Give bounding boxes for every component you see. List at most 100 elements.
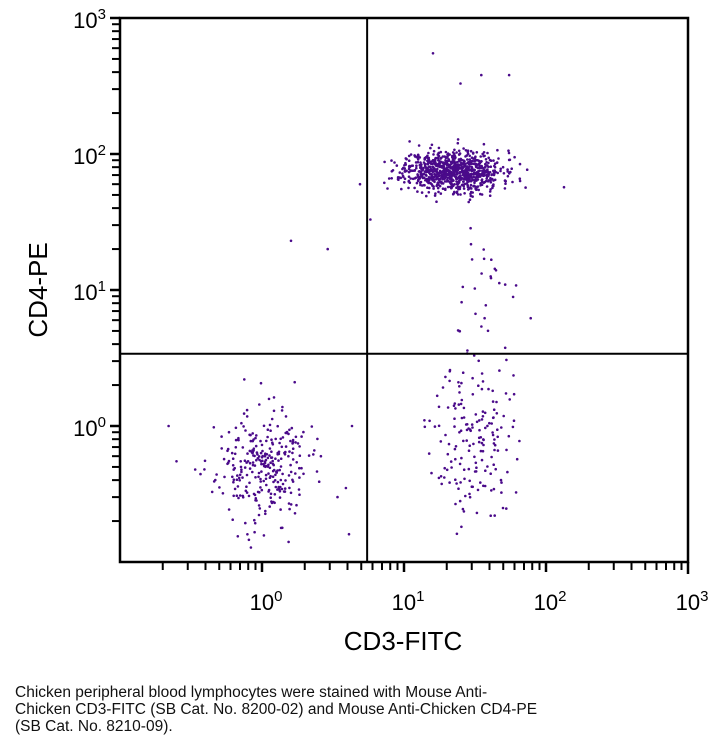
data-point: [276, 480, 280, 484]
data-point: [298, 476, 301, 479]
caption-line: Chicken peripheral blood lymphocytes wer…: [15, 684, 488, 701]
data-point: [454, 457, 457, 461]
data-point: [486, 170, 490, 173]
data-point: [466, 158, 469, 161]
data-point: [395, 164, 399, 167]
data-point: [243, 378, 246, 381]
data-point: [267, 463, 270, 467]
data-point: [409, 153, 413, 156]
data-point: [457, 149, 461, 153]
data-point: [438, 184, 442, 188]
data-point: [451, 154, 454, 158]
data-point: [281, 436, 285, 439]
data-point: [477, 436, 481, 440]
data-point: [498, 281, 501, 285]
data-point: [251, 432, 254, 435]
data-point: [477, 170, 480, 173]
data-point: [264, 452, 267, 456]
data-point: [445, 468, 449, 472]
data-point: [454, 502, 457, 506]
data-point: [462, 416, 466, 419]
data-point: [465, 439, 469, 442]
data-point: [480, 166, 483, 169]
data-point: [454, 445, 458, 448]
data-point: [483, 484, 487, 488]
data-point: [427, 191, 431, 194]
data-point: [486, 465, 489, 468]
data-point: [463, 477, 466, 481]
data-point: [462, 159, 465, 162]
data-point: [431, 165, 435, 169]
data-point: [447, 442, 451, 446]
data-point: [466, 169, 469, 172]
data-point: [462, 180, 465, 183]
data-point: [262, 534, 266, 537]
data-point: [481, 449, 485, 453]
data-point: [222, 457, 226, 461]
data-point: [249, 546, 253, 549]
data-point: [482, 248, 486, 251]
data-point: [233, 452, 237, 456]
data-point: [475, 151, 479, 154]
data-point: [469, 242, 473, 246]
data-point: [411, 164, 415, 167]
data-point: [490, 422, 494, 425]
data-point: [291, 480, 295, 483]
data-point: [294, 441, 297, 444]
data-point: [273, 479, 277, 482]
data-point: [426, 186, 429, 189]
data-point: [269, 474, 272, 478]
data-point: [407, 175, 411, 178]
data-point: [511, 295, 515, 299]
data-point: [485, 161, 488, 164]
data-point: [203, 468, 206, 471]
data-point: [429, 160, 432, 164]
data-point: [246, 452, 249, 455]
data-point: [273, 493, 277, 496]
data-point: [484, 426, 487, 430]
data-point: [486, 180, 490, 183]
data-point: [287, 454, 290, 458]
data-point: [486, 151, 489, 155]
data-point: [236, 535, 240, 538]
data-point: [453, 162, 457, 166]
data-point: [411, 169, 415, 172]
data-point: [244, 429, 247, 432]
data-point: [475, 164, 478, 168]
data-point: [417, 175, 420, 179]
data-point: [444, 375, 447, 379]
data-point: [453, 425, 456, 428]
data-point: [457, 487, 460, 491]
data-point: [481, 410, 485, 413]
data-point: [344, 486, 348, 490]
data-point: [278, 468, 282, 472]
data-point: [259, 477, 262, 481]
data-point: [423, 419, 426, 422]
data-point: [506, 168, 509, 171]
data-point: [484, 158, 488, 161]
data-point: [247, 538, 251, 542]
data-point: [471, 393, 475, 396]
data-point: [518, 179, 522, 183]
data-point: [494, 170, 498, 174]
data-point: [236, 485, 240, 488]
data-point: [415, 166, 418, 170]
data-point: [462, 468, 466, 472]
x-tick-label: 100: [250, 588, 283, 615]
data-point: [233, 487, 237, 491]
data-point: [473, 181, 476, 184]
data-point: [230, 451, 234, 455]
data-point: [288, 507, 291, 511]
data-point: [433, 180, 436, 184]
data-point: [326, 247, 330, 251]
data-point: [264, 512, 267, 516]
data-point: [506, 470, 509, 474]
data-point: [437, 177, 440, 181]
data-point: [275, 470, 278, 474]
data-point: [284, 450, 287, 454]
data-point: [505, 507, 508, 510]
data-point: [472, 442, 475, 446]
y-tick-label: 102: [73, 142, 106, 169]
data-point: [423, 163, 427, 166]
data-point: [288, 428, 291, 432]
